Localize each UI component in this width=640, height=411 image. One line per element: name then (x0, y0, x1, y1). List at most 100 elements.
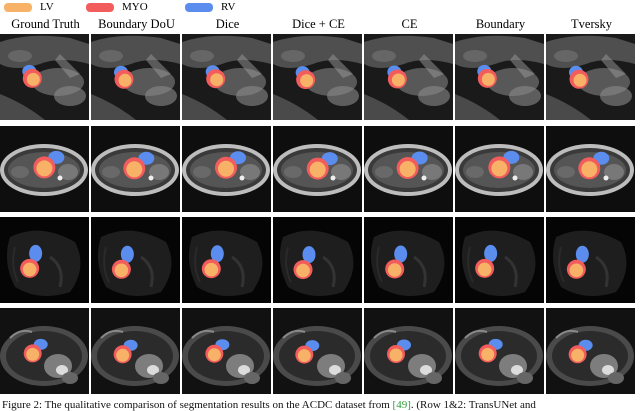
mri-slice-cell (273, 217, 362, 303)
lv-mask (126, 161, 143, 178)
lv-mask (573, 73, 587, 87)
column-header-tversky: Tversky (571, 17, 612, 31)
lv-mask (118, 73, 132, 87)
mri-slice-cell (364, 126, 453, 212)
rv-mask (29, 244, 43, 262)
column-header-ground-truth: Ground Truth (11, 17, 80, 31)
mri-slice-image (182, 126, 271, 212)
lv-mask (481, 72, 495, 86)
mri-slice-cell (455, 308, 544, 394)
mri-slice-image (455, 34, 544, 120)
mri-slice-cell (546, 126, 635, 212)
lv-mask (477, 262, 492, 277)
lv-mask (114, 263, 129, 278)
mri-slice-image (364, 34, 453, 120)
figure-caption: Figure 2: The qualitative comparison of … (2, 399, 638, 411)
mri-slice-image (546, 308, 635, 394)
rv-mask (302, 246, 316, 264)
mri-slice-image (273, 34, 362, 120)
rv-mask (484, 244, 498, 262)
mri-slice-cell (0, 217, 89, 303)
mri-slice-image (273, 126, 362, 212)
mri-slice-image (364, 126, 453, 212)
lv-mask (571, 348, 585, 362)
mri-slice-image (91, 217, 180, 303)
mri-slice-image (546, 126, 635, 212)
mri-slice-cell (455, 217, 544, 303)
legend-swatch-rv (185, 2, 213, 12)
lv-mask (569, 263, 584, 278)
mri-slice-image (0, 126, 89, 212)
column-header-boundary: Boundary (475, 17, 526, 31)
lv-mask (297, 349, 311, 363)
lv-mask (218, 160, 234, 177)
legend-swatch-myo (86, 2, 114, 12)
mri-slice-cell (546, 308, 635, 394)
mri-slice-cell (182, 308, 271, 394)
legend-label-rv: RV (221, 1, 236, 13)
mri-slice-cell (182, 126, 271, 212)
legend-item-lv: LV (4, 1, 54, 13)
mri-slice-image (546, 34, 635, 120)
lv-mask (309, 161, 326, 178)
caption-text: Figure 2: The qualitative comparison of … (2, 399, 390, 411)
column-header-boundary-dou: Boundary DoU (98, 17, 175, 31)
mri-slice-image (364, 308, 453, 394)
lv-mask (36, 160, 53, 177)
legend: LV MYO RV (0, 0, 640, 14)
mri-slice-cell (273, 308, 362, 394)
mri-slice-image (546, 217, 635, 303)
mri-slice-cell (546, 34, 635, 120)
mri-slice-image (364, 217, 453, 303)
mri-slice-cell (91, 34, 180, 120)
column-header-dice-ce: Dice + CE (292, 17, 345, 31)
lv-mask (391, 73, 405, 87)
mri-slice-cell (91, 217, 180, 303)
mri-slice-cell (273, 34, 362, 120)
segmentation-image-grid (0, 34, 640, 396)
mri-slice-image (0, 217, 89, 303)
mri-slice-image (182, 34, 271, 120)
rv-mask (210, 245, 224, 263)
mri-slice-image (273, 308, 362, 394)
caption-citation: [49] (392, 399, 411, 411)
lv-mask (22, 262, 37, 277)
mri-slice-cell (455, 34, 544, 120)
lv-mask (481, 347, 495, 361)
mri-slice-cell (0, 34, 89, 120)
mri-slice-cell (91, 308, 180, 394)
mri-slice-cell (182, 34, 271, 120)
mri-slice-cell (0, 308, 89, 394)
legend-label-lv: LV (40, 1, 54, 13)
mri-slice-cell (546, 217, 635, 303)
lv-mask (207, 348, 221, 362)
mri-slice-cell (273, 126, 362, 212)
mri-slice-image (0, 34, 89, 120)
lv-mask (387, 263, 402, 277)
rv-mask (394, 245, 408, 263)
mri-slice-image (0, 308, 89, 394)
mri-slice-cell (364, 34, 453, 120)
column-header-ce: CE (401, 17, 418, 31)
rv-mask (120, 245, 134, 263)
lv-mask (26, 72, 40, 86)
lv-mask (491, 160, 508, 177)
lv-mask (399, 161, 416, 177)
legend-item-rv: RV (185, 1, 235, 13)
lv-mask (300, 74, 314, 88)
mri-slice-cell (364, 308, 453, 394)
column-header-dice: Dice (215, 17, 240, 31)
legend-label-myo: MYO (122, 1, 148, 13)
caption-tail: . (Row 1&2: TransUNet and (410, 399, 536, 411)
lv-mask (204, 262, 219, 277)
mri-slice-image (91, 34, 180, 120)
mri-slice-image (455, 126, 544, 212)
mri-slice-image (273, 217, 362, 303)
column-headers: Ground Truth Boundary DoU Dice Dice + CE… (0, 14, 640, 34)
mri-slice-image (182, 308, 271, 394)
mri-slice-cell (364, 217, 453, 303)
mri-slice-cell (91, 126, 180, 212)
mri-slice-image (91, 126, 180, 212)
mri-slice-cell (455, 126, 544, 212)
mri-slice-cell (182, 217, 271, 303)
